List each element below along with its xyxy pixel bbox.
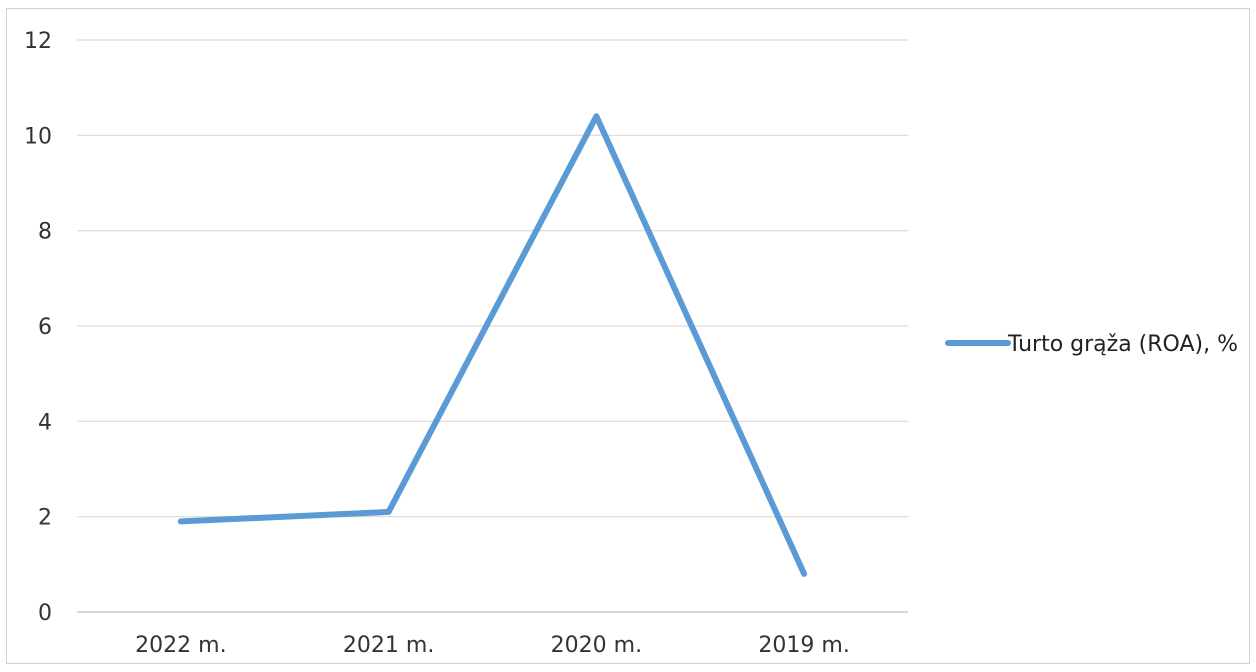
legend-label: Turto grąža (ROA), % xyxy=(1007,332,1238,357)
x-tick-label: 2019 m. xyxy=(758,633,849,658)
y-tick-label: 10 xyxy=(24,124,52,149)
gridlines xyxy=(77,39,908,613)
x-tick-label: 2022 m. xyxy=(135,633,226,658)
x-tick-label: 2021 m. xyxy=(343,633,434,658)
legend: Turto grąža (ROA), % xyxy=(945,332,1238,357)
y-tick-label: 6 xyxy=(38,315,52,340)
y-tick-label: 2 xyxy=(38,506,52,531)
series-lines xyxy=(177,113,808,577)
series-line xyxy=(177,113,808,577)
y-tick-label: 4 xyxy=(38,410,52,435)
y-tick-label: 8 xyxy=(38,220,52,245)
x-axis-ticks: 2022 m. 2021 m. 2020 m. 2019 m. xyxy=(135,633,850,658)
x-tick-label: 2020 m. xyxy=(551,633,642,658)
chart-frame xyxy=(6,8,1250,664)
y-axis-ticks: 0 2 4 6 8 10 12 xyxy=(24,29,52,626)
y-tick-label: 0 xyxy=(38,601,52,626)
y-tick-label: 12 xyxy=(24,29,52,54)
